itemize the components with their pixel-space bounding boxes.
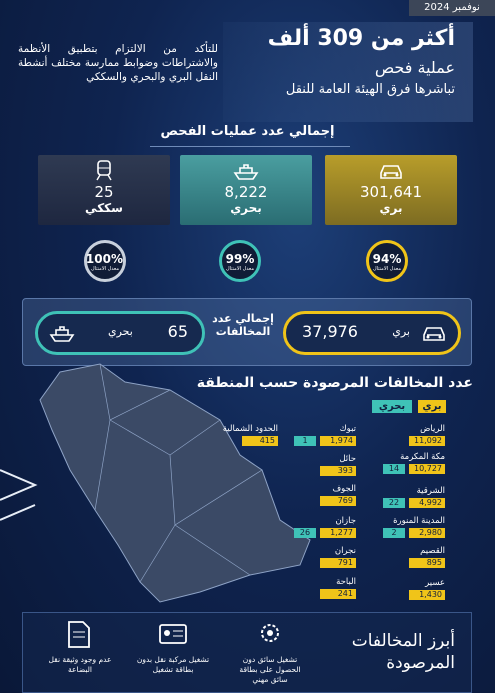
value: 65 (167, 322, 188, 341)
card-icon (159, 624, 187, 644)
region-name: تبوك (339, 424, 356, 434)
violation-item: عدم وجود وثيقة نقل البضاعة (48, 655, 112, 674)
sea-value: 22 (383, 498, 405, 508)
label: بري (392, 325, 410, 338)
label: بري (379, 201, 403, 215)
region-name: الشرقية (416, 486, 445, 496)
divider (150, 146, 350, 147)
value: 8,222 (224, 183, 268, 201)
car-icon (380, 165, 402, 179)
value: 37,976 (302, 322, 358, 341)
ship-icon (49, 326, 75, 342)
region-name: الجوف (332, 484, 356, 494)
compliance-label: معدل الامتثال (225, 266, 255, 272)
car-icon (423, 327, 445, 341)
tagline: تباشرها فرق الهيئة العامة للنقل (285, 82, 455, 97)
sea-value: 26 (294, 528, 316, 538)
label: سككي (85, 201, 123, 215)
subtitle: عملية فحص (374, 58, 455, 77)
region-name: الحدود الشمالية (222, 424, 278, 434)
card-land: 301,641 بري (325, 155, 457, 225)
land-value: 2,980 (409, 528, 445, 538)
card-rail: 25 سككي (38, 155, 170, 225)
intro-text: للتأكد من الالتزام بتطبيق الأنظمة والاشت… (18, 43, 218, 83)
region-name: الباحة (336, 577, 356, 587)
region-borders (94, 363, 263, 583)
label: بحري (108, 325, 133, 338)
region-name: القصيم (420, 546, 445, 556)
region-name: نجران (334, 546, 356, 556)
land-value: 1,974 (320, 436, 356, 446)
train-icon (96, 160, 112, 181)
sea-capsule: بحري 65 (35, 311, 205, 355)
land-value: 415 (242, 436, 278, 446)
headline: أكثر من 309 ألف (267, 26, 455, 51)
gear-icon (261, 624, 279, 642)
land-value: 791 (320, 558, 356, 568)
value: 25 (94, 183, 114, 201)
violations-title: إجمالي عدد المخالفات (212, 312, 274, 338)
land-value: 1,277 (320, 528, 356, 538)
land-value: 769 (320, 496, 356, 506)
land-value: 11,092 (409, 436, 445, 446)
sea-value: 1 (294, 436, 316, 446)
violation-item: تشغيل سائق دون الحصول على بطاقة سائق مهن… (239, 655, 301, 684)
compliance-label: معدل الامتثال (90, 266, 120, 272)
land-value: 895 (409, 558, 445, 568)
sea-value: 2 (383, 528, 405, 538)
section-title: إجمالي عدد عمليات الفحص (160, 124, 335, 139)
arrow (0, 469, 38, 521)
document-icon (68, 621, 90, 648)
land-capsule: بري 37,976 (283, 311, 461, 355)
card-sea: 8,222 بحري (180, 155, 312, 225)
legend-sea: بحري (372, 400, 412, 413)
map (0, 363, 311, 603)
compliance-value: 99% (225, 252, 255, 266)
legend-land: بري (418, 400, 446, 413)
header-panel (223, 22, 473, 122)
country-shape (39, 363, 311, 603)
compliance-label: معدل الامتثال (372, 266, 402, 272)
compliance-value: 94% (372, 252, 402, 266)
region-name: عسير (425, 578, 445, 588)
compliance-value: 100% (85, 252, 123, 266)
region-name: حائل (339, 454, 356, 464)
land-value: 393 (320, 466, 356, 476)
land-value: 241 (320, 589, 356, 599)
compliance-ring: 100% معدل الامتثال (84, 240, 126, 282)
value: 301,641 (359, 183, 423, 201)
land-value: 1,430 (409, 590, 445, 600)
regions-title: عدد المخالفات المرصودة حسب المنطقة (196, 375, 473, 391)
land-value: 10,727 (409, 464, 445, 474)
compliance-ring: 99% معدل الامتثال (219, 240, 261, 282)
violation-item: تشغيل مركبة نقل بدون بطاقة تشغيل (136, 655, 210, 674)
date-badge: نوفمبر 2024 (409, 0, 495, 16)
region-name: مكة المكرمة (400, 452, 445, 462)
region-name: المدينة المنورة (393, 516, 445, 526)
label: بحري (230, 201, 262, 215)
region-name: جازان (335, 516, 356, 526)
land-value: 4,992 (409, 498, 445, 508)
sea-value: 14 (383, 464, 405, 474)
top-violations-title: أبرز المخالفات المرصودة (351, 631, 455, 673)
compliance-ring: 94% معدل الامتثال (366, 240, 408, 282)
region-name: الرياض (420, 424, 445, 434)
ship-icon (233, 164, 259, 180)
